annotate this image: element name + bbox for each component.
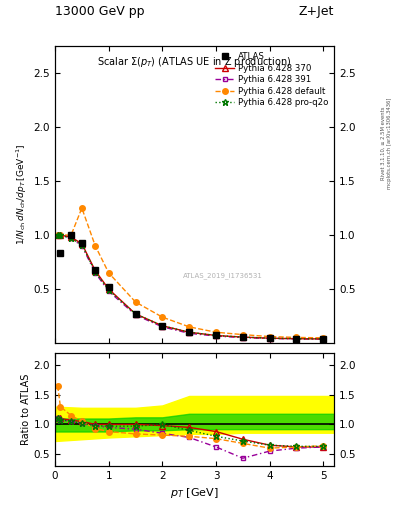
Pythia 6.428 391 — [79, 243, 84, 249]
Pythia 6.428 pro-q2o — [160, 323, 165, 329]
Pythia 6.428 default — [294, 334, 299, 340]
Pythia 6.428 default — [267, 333, 272, 339]
Pythia 6.428 pro-q2o — [107, 287, 111, 293]
Pythia 6.428 default — [241, 332, 245, 338]
Pythia 6.428 pro-q2o — [55, 232, 60, 238]
Pythia 6.428 370 — [55, 232, 60, 238]
Pythia 6.428 370 — [187, 329, 191, 335]
Pythia 6.428 391 — [55, 232, 60, 238]
Pythia 6.428 391 — [214, 333, 219, 339]
ATLAS — [107, 284, 111, 290]
Pythia 6.428 default — [187, 324, 191, 330]
Pythia 6.428 default — [55, 232, 60, 238]
Pythia 6.428 391 — [107, 288, 111, 294]
ATLAS — [294, 336, 299, 342]
ATLAS — [187, 329, 191, 335]
Y-axis label: Ratio to ATLAS: Ratio to ATLAS — [21, 374, 31, 445]
Text: ATLAS_2019_I1736531: ATLAS_2019_I1736531 — [182, 273, 263, 280]
Pythia 6.428 pro-q2o — [294, 336, 299, 342]
ATLAS — [214, 332, 219, 338]
Pythia 6.428 391 — [267, 335, 272, 342]
Text: 13000 GeV pp: 13000 GeV pp — [55, 5, 145, 18]
Pythia 6.428 pro-q2o — [321, 336, 326, 342]
Pythia 6.428 391 — [321, 336, 326, 342]
Pythia 6.428 pro-q2o — [241, 334, 245, 340]
Pythia 6.428 pro-q2o — [69, 235, 73, 241]
Pythia 6.428 pro-q2o — [214, 332, 219, 338]
ATLAS — [69, 232, 73, 238]
Pythia 6.428 391 — [187, 330, 191, 336]
Pythia 6.428 391 — [133, 312, 138, 318]
Pythia 6.428 370 — [294, 336, 299, 342]
Line: Pythia 6.428 pro-q2o: Pythia 6.428 pro-q2o — [54, 231, 327, 343]
Line: Pythia 6.428 370: Pythia 6.428 370 — [55, 232, 326, 342]
Pythia 6.428 370 — [160, 323, 165, 329]
Legend: ATLAS, Pythia 6.428 370, Pythia 6.428 391, Pythia 6.428 default, Pythia 6.428 pr: ATLAS, Pythia 6.428 370, Pythia 6.428 39… — [213, 50, 330, 109]
ATLAS — [267, 335, 272, 342]
Pythia 6.428 370 — [79, 241, 84, 247]
Pythia 6.428 391 — [241, 334, 245, 340]
Pythia 6.428 370 — [241, 334, 245, 340]
Pythia 6.428 default — [107, 270, 111, 276]
Text: Z+Jet: Z+Jet — [299, 5, 334, 18]
ATLAS — [133, 311, 138, 317]
Pythia 6.428 pro-q2o — [187, 329, 191, 335]
Text: Rivet 3.1.10, ≥ 2.5M events: Rivet 3.1.10, ≥ 2.5M events — [381, 106, 386, 180]
Pythia 6.428 370 — [214, 332, 219, 338]
ATLAS — [79, 240, 84, 246]
Pythia 6.428 391 — [160, 324, 165, 330]
Pythia 6.428 370 — [321, 336, 326, 342]
Pythia 6.428 370 — [267, 335, 272, 342]
Pythia 6.428 default — [69, 232, 73, 238]
Line: Pythia 6.428 default: Pythia 6.428 default — [55, 205, 326, 340]
Pythia 6.428 391 — [69, 235, 73, 241]
Pythia 6.428 391 — [58, 232, 63, 238]
ATLAS — [160, 323, 165, 329]
Line: Pythia 6.428 391: Pythia 6.428 391 — [55, 232, 326, 342]
ATLAS — [58, 250, 63, 257]
Y-axis label: $1/N_{\rm ch}\,dN_{\rm ch}/dp_T\,[\rm GeV^{-1}]$: $1/N_{\rm ch}\,dN_{\rm ch}/dp_T\,[\rm Ge… — [15, 144, 29, 245]
Pythia 6.428 pro-q2o — [267, 335, 272, 342]
Pythia 6.428 default — [321, 335, 326, 341]
Pythia 6.428 370 — [58, 232, 63, 238]
Pythia 6.428 370 — [69, 234, 73, 240]
X-axis label: $p_T$ [GeV]: $p_T$ [GeV] — [170, 486, 219, 500]
Pythia 6.428 pro-q2o — [133, 311, 138, 317]
Pythia 6.428 default — [133, 299, 138, 305]
Pythia 6.428 default — [160, 314, 165, 320]
Pythia 6.428 391 — [93, 270, 97, 276]
Pythia 6.428 370 — [133, 311, 138, 317]
Pythia 6.428 370 — [93, 268, 97, 274]
Pythia 6.428 default — [93, 243, 97, 249]
Text: Scalar $\Sigma(p_T)$ (ATLAS UE in Z production): Scalar $\Sigma(p_T)$ (ATLAS UE in Z prod… — [97, 55, 292, 69]
Pythia 6.428 pro-q2o — [79, 242, 84, 248]
Pythia 6.428 pro-q2o — [93, 269, 97, 275]
ATLAS — [321, 336, 326, 342]
ATLAS — [241, 334, 245, 340]
Pythia 6.428 default — [214, 329, 219, 335]
Pythia 6.428 default — [58, 232, 63, 238]
Pythia 6.428 pro-q2o — [58, 232, 63, 238]
Pythia 6.428 370 — [107, 286, 111, 292]
Text: mcplots.cern.ch [arXiv:1306.3436]: mcplots.cern.ch [arXiv:1306.3436] — [387, 98, 391, 189]
Pythia 6.428 391 — [294, 336, 299, 342]
Line: ATLAS: ATLAS — [57, 232, 327, 342]
ATLAS — [93, 267, 97, 273]
Pythia 6.428 default — [79, 205, 84, 211]
